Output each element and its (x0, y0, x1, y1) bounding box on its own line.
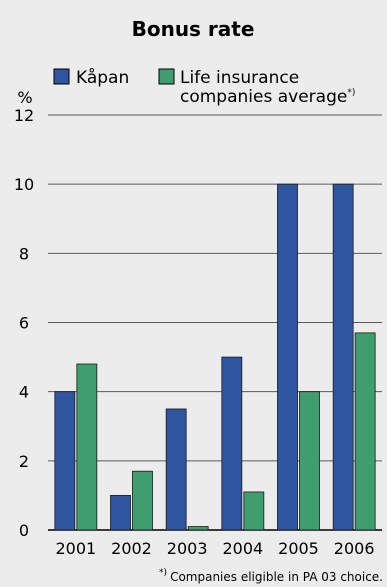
legend-label-life-insurance-line2: companies average*) (180, 87, 355, 107)
x-tick-2003: 2003 (167, 539, 208, 558)
legend-label-kapan: Kåpan (76, 67, 129, 88)
y-tick-labels: 0 2 4 6 8 10 12 (14, 106, 34, 540)
bar-kapan-2005 (277, 183, 298, 531)
x-tick-2005: 2005 (278, 539, 319, 558)
footnote: *) Companies eligible in PA 03 choice. (159, 568, 383, 584)
y-tick-12: 12 (14, 106, 34, 125)
gridlines (48, 114, 382, 531)
bar-life-insurance-2003 (187, 526, 209, 531)
bar-kapan-2002 (110, 495, 131, 531)
legend-label-life-insurance-line2-text: companies average (180, 87, 347, 107)
bar-kapan-2001 (54, 391, 76, 531)
footnote-marker: *) (159, 568, 167, 578)
bar-life-insurance-2001 (76, 363, 98, 531)
y-tick-10: 10 (14, 175, 34, 194)
x-tick-2002: 2002 (111, 539, 152, 558)
y-axis-label: % (17, 88, 32, 107)
chart-title: Bonus rate (132, 17, 255, 41)
legend-swatch-life-insurance (158, 68, 175, 85)
x-tick-labels: 2001 2002 2003 2004 2005 2006 (55, 539, 374, 558)
bar-life-insurance-2005 (299, 391, 320, 531)
bar-life-insurance-2006 (354, 332, 376, 531)
legend: Kåpan Life insurance companies average*) (53, 67, 355, 107)
bar-life-insurance-2002 (132, 470, 153, 531)
y-tick-4: 4 (19, 383, 29, 402)
bar-kapan-2003 (165, 408, 187, 531)
legend-footnote-marker: *) (347, 88, 355, 98)
legend-swatch-kapan (53, 68, 70, 85)
bars (54, 183, 376, 531)
footnote-text: Companies eligible in PA 03 choice. (170, 570, 383, 584)
x-tick-2004: 2004 (222, 539, 263, 558)
bar-kapan-2006 (332, 183, 354, 531)
y-tick-8: 8 (19, 244, 29, 263)
x-tick-2006: 2006 (334, 539, 375, 558)
y-tick-2: 2 (19, 452, 29, 471)
y-tick-0: 0 (19, 521, 29, 540)
bar-life-insurance-2004 (243, 491, 265, 531)
legend-label-life-insurance-line1: Life insurance (180, 68, 299, 88)
bar-kapan-2004 (221, 356, 243, 531)
x-tick-2001: 2001 (55, 539, 96, 558)
y-tick-6: 6 (19, 314, 29, 333)
